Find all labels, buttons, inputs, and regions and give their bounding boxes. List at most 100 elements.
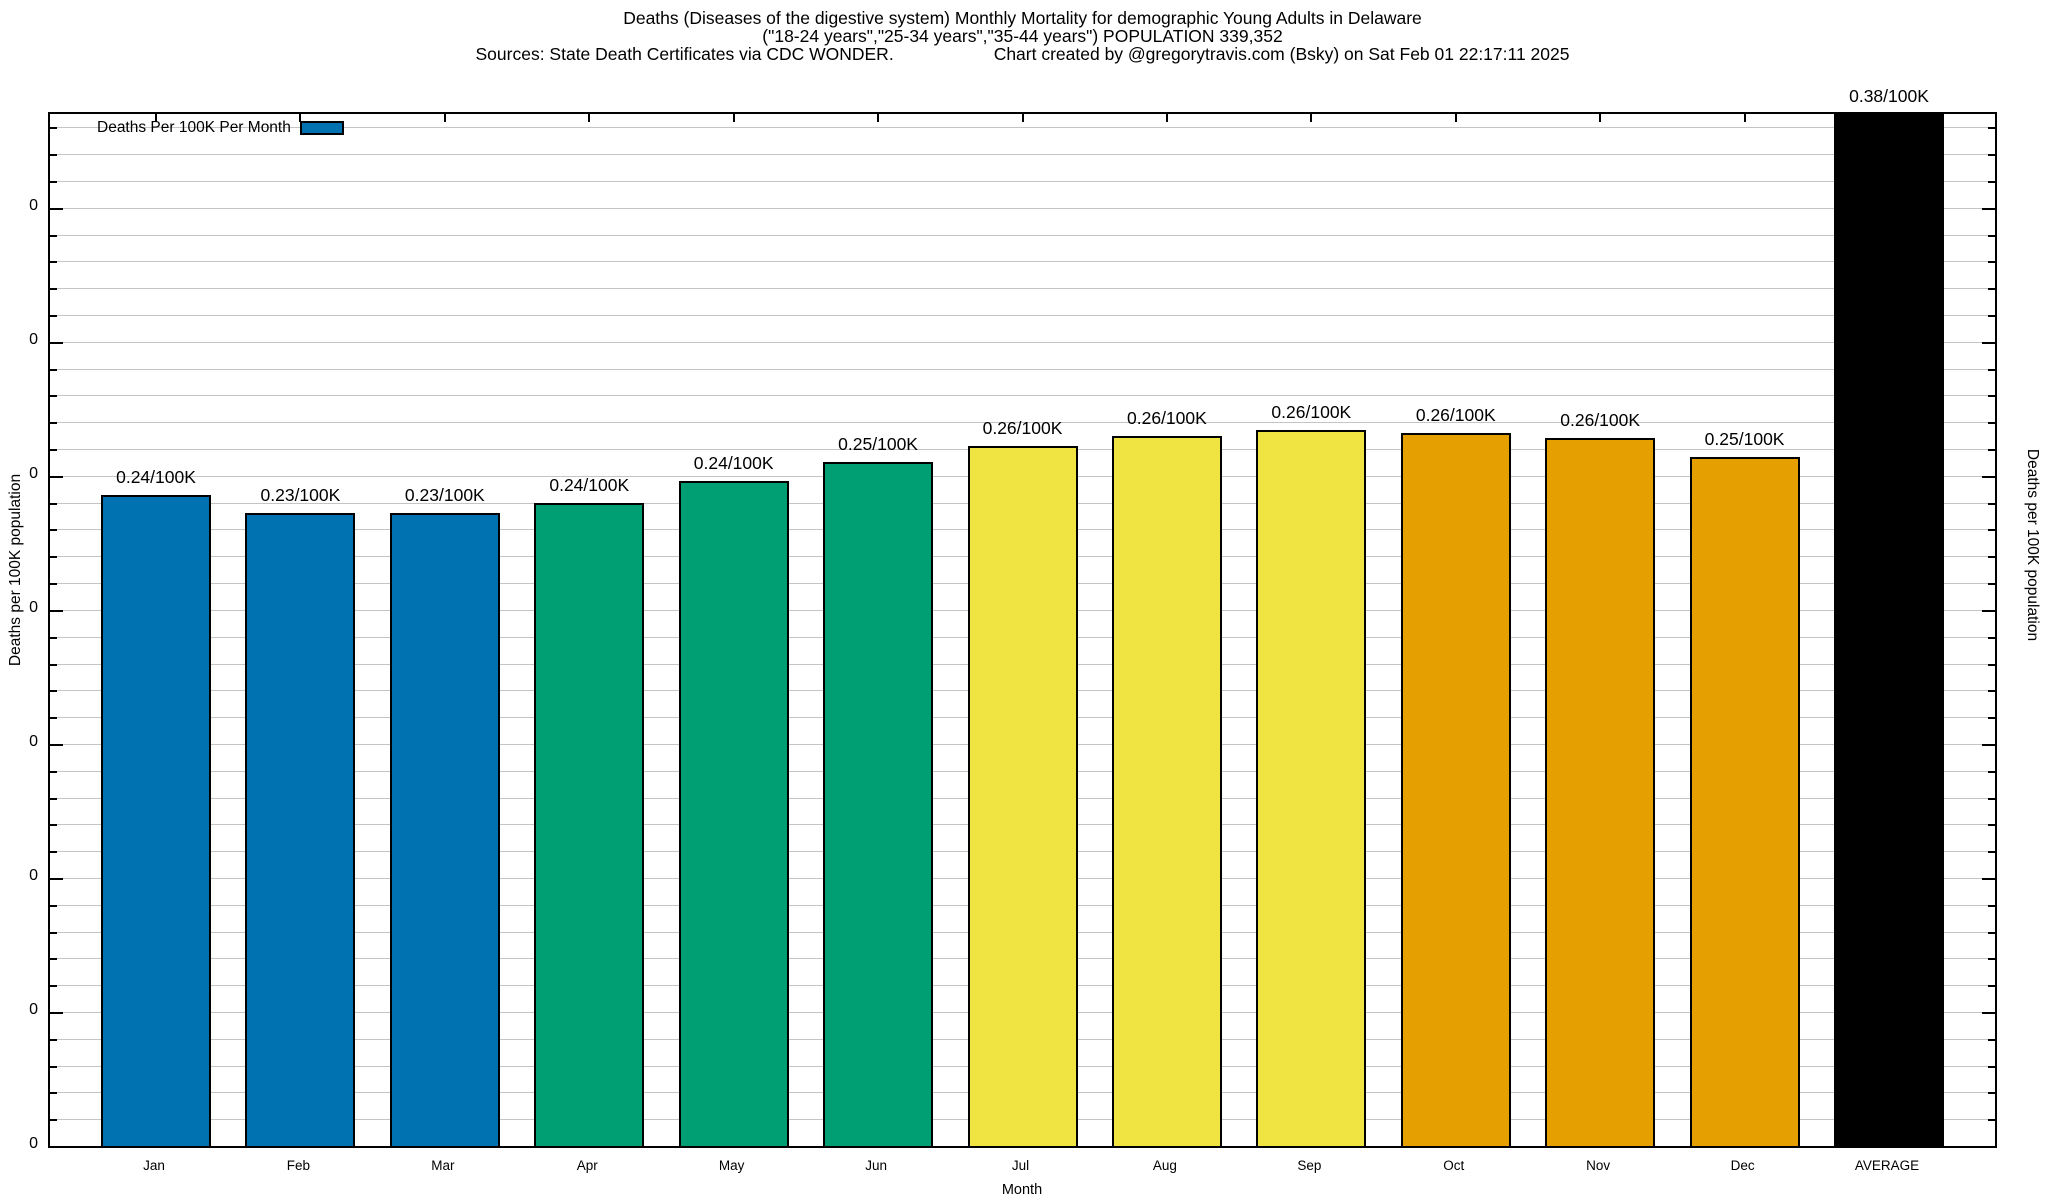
y-tick-mark [1988, 127, 1995, 129]
x-tick-mark [299, 114, 301, 122]
x-tick-label-sep: Sep [1297, 1158, 1322, 1173]
y-tick-mark [50, 369, 57, 371]
y-tick-mark [50, 932, 57, 934]
y-tick-mark [50, 1012, 63, 1014]
chart-title: Deaths (Diseases of the digestive system… [623, 8, 1422, 28]
y-gridline [50, 315, 1995, 316]
title-block: Deaths (Diseases of the digestive system… [48, 9, 1997, 63]
plot-area: 0.24/100K 0.23/100K 0.23/100K 0.24/100K 0.24… [48, 86, 1997, 1148]
bar-value-label-may: 0.24/100K [693, 453, 774, 473]
y-tick-mark [50, 1092, 57, 1094]
x-tick-mark [1310, 114, 1312, 122]
y-tick-mark [1988, 905, 1995, 907]
legend-label: Deaths Per 100K Per Month [97, 119, 291, 136]
y-tick-mark [1988, 449, 1995, 451]
y-tick-label: 0 [29, 1135, 38, 1152]
y-tick-mark [50, 127, 57, 129]
y-tick-mark [1988, 771, 1995, 773]
bar-feb [245, 513, 355, 1146]
x-tick-label-jun: Jun [865, 1158, 887, 1173]
y-tick-mark [1988, 395, 1995, 397]
y-tick-label: 0 [29, 1000, 38, 1018]
y-tick-mark [1988, 503, 1995, 505]
x-tick-label-oct: Oct [1443, 1158, 1465, 1173]
x-axis-label: Month [1001, 1182, 1043, 1198]
bar-apr [534, 503, 644, 1146]
y-tick-mark [1982, 610, 1995, 612]
y-tick-mark [50, 958, 57, 960]
y-tick-label: 0 [29, 866, 38, 884]
y-tick-mark [50, 503, 57, 505]
y-tick-mark [1988, 288, 1995, 290]
sources-text: Sources: State Death Certificates via CD… [475, 44, 894, 64]
x-tick-label-feb: Feb [286, 1158, 311, 1173]
y-tick-mark [1982, 1012, 1995, 1014]
chart-source-line: Sources: State Death Certificates via CD… [48, 45, 1997, 63]
y-tick-mark [1982, 476, 1995, 478]
bar-dec [1690, 457, 1800, 1146]
x-tick-label-apr: Apr [576, 1158, 598, 1173]
y-tick-mark [50, 261, 57, 263]
y-tick-mark [1988, 1039, 1995, 1041]
y-tick-mark [1988, 315, 1995, 317]
bar-jun [823, 462, 933, 1146]
y-tick-mark [50, 771, 57, 773]
y-tick-mark [50, 985, 57, 987]
x-tick-mark [588, 114, 590, 122]
y-tick-mark [50, 154, 57, 156]
y-tick-mark [50, 824, 57, 826]
y-gridline [50, 127, 1995, 128]
x-tick-label-average: AVERAGE [1854, 1158, 1920, 1173]
y-tick-mark [1988, 932, 1995, 934]
y-tick-mark [1988, 261, 1995, 263]
y-axis-label-left: Deaths per 100K population [7, 473, 24, 667]
y-tick-label: 0 [29, 598, 38, 616]
x-tick-mark [155, 114, 157, 122]
y-tick-mark [50, 476, 63, 478]
y-tick-mark [1982, 744, 1995, 746]
x-tick-mark [733, 114, 735, 122]
y-tick-mark [1988, 824, 1995, 826]
bar-value-label-jun: 0.25/100K [838, 434, 918, 454]
y-tick-mark [1988, 154, 1995, 156]
y-tick-mark [50, 690, 57, 692]
bar-value-label-jan: 0.24/100K [116, 467, 196, 487]
y-tick-mark [1988, 1066, 1995, 1068]
y-tick-mark [50, 315, 57, 317]
bar-value-label-oct: 0.26/100K [1415, 405, 1496, 425]
y-tick-mark [1988, 664, 1995, 666]
bar-value-label-dec: 0.25/100K [1704, 429, 1785, 449]
bar-value-label-nov: 0.26/100K [1560, 410, 1641, 430]
bar-jul [968, 446, 1078, 1146]
y-tick-label: 0 [29, 732, 38, 750]
y-tick-mark [1988, 235, 1995, 237]
y-tick-mark [50, 610, 63, 612]
y-tick-mark [50, 1039, 57, 1041]
x-tick-label-jul: Jul [1011, 1158, 1030, 1173]
legend-swatch-icon [299, 121, 344, 135]
x-tick-mark [1744, 114, 1746, 122]
y-tick-mark [1988, 985, 1995, 987]
y-tick-mark [50, 583, 57, 585]
y-tick-label: 0 [29, 464, 38, 482]
x-tick-mark [1599, 114, 1601, 122]
y-axis-label-right: Deaths per 100K population [2024, 448, 2041, 642]
y-gridline [50, 342, 1995, 343]
y-tick-mark [1988, 958, 1995, 960]
x-tick-label-dec: Dec [1730, 1158, 1755, 1173]
y-tick-mark [50, 208, 63, 210]
bar-nov [1545, 438, 1655, 1146]
legend: Deaths Per 100K Per Month [97, 119, 344, 137]
y-tick-label: 0 [29, 330, 38, 348]
y-tick-mark [1988, 851, 1995, 853]
bar-aug [1112, 436, 1222, 1146]
y-tick-mark [50, 556, 57, 558]
bar-value-label-average: 0.38/100K [1849, 86, 1929, 106]
y-tick-mark [1988, 529, 1995, 531]
y-tick-mark [50, 288, 57, 290]
y-tick-mark [50, 181, 57, 183]
y-gridline [50, 369, 1995, 370]
y-tick-mark [50, 395, 57, 397]
x-tick-mark [1166, 114, 1168, 122]
